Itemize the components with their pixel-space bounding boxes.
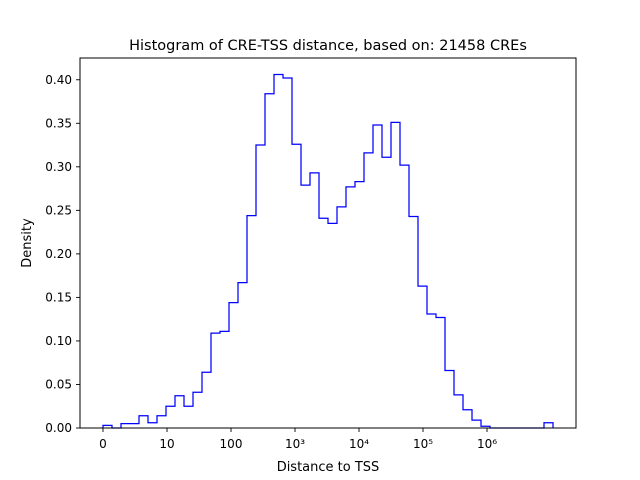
x-tick-label: 10 [159, 437, 174, 451]
chart-title: Histogram of CRE-TSS distance, based on:… [129, 38, 527, 54]
y-tick-label: 0.20 [45, 247, 72, 261]
y-tick-label: 0.40 [45, 73, 72, 87]
y-tick-label: 0.10 [45, 334, 72, 348]
x-tick-label: 100 [220, 437, 243, 451]
y-tick-label: 0.25 [45, 203, 72, 217]
x-axis: 0 10 100 10³ 10⁴ 10⁵ 10⁶ [99, 428, 497, 451]
y-axis-label: Density [20, 218, 35, 268]
y-tick-label: 0.00 [45, 421, 72, 435]
x-tick-label: 0 [99, 437, 107, 451]
x-tick-label: 10⁵ [413, 437, 433, 451]
y-tick-label: 0.05 [45, 377, 72, 391]
x-tick-label: 10³ [285, 437, 305, 451]
histogram-step-line [102, 73, 554, 429]
x-axis-label: Distance to TSS [277, 460, 380, 475]
y-tick-label: 0.15 [45, 290, 72, 304]
y-tick-label: 0.35 [45, 116, 72, 130]
y-tick-label: 0.30 [45, 160, 72, 174]
plot-frame [79, 57, 577, 429]
y-axis: 0.00 0.05 0.10 0.15 0.20 0.25 0.30 0.35 0.40 [45, 73, 80, 435]
x-tick-label: 10⁶ [477, 437, 497, 451]
x-tick-label: 10⁴ [349, 437, 369, 451]
